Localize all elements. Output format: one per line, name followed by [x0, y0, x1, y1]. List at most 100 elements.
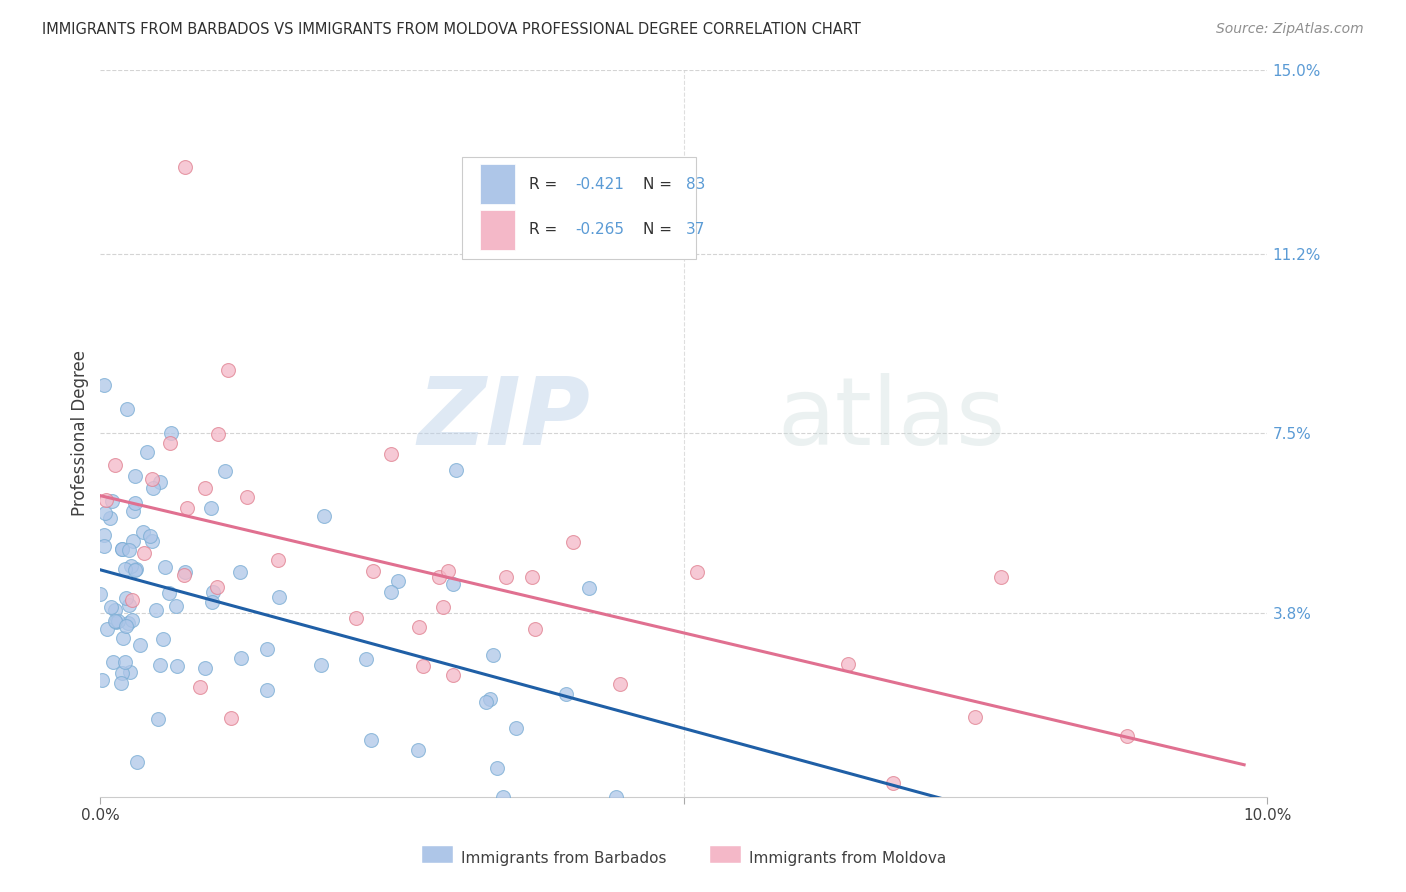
Point	[132, 524, 155, 539]
Point	[605, 789, 627, 804]
Point	[115, 591, 138, 606]
Point	[89, 587, 111, 601]
Point	[207, 426, 229, 441]
Bar	[479, 164, 515, 204]
Point	[229, 566, 252, 580]
Point	[475, 695, 498, 709]
Point	[120, 559, 142, 574]
Point	[387, 574, 409, 588]
Text: Immigrants from Moldova: Immigrants from Moldova	[749, 851, 946, 865]
Point	[104, 614, 127, 628]
Point	[110, 541, 132, 556]
Point	[485, 761, 508, 775]
Point	[314, 508, 336, 523]
Point	[114, 562, 136, 576]
Point	[344, 610, 367, 624]
Point	[111, 542, 134, 557]
Point	[127, 755, 149, 769]
Point	[441, 668, 464, 682]
Point	[176, 500, 198, 515]
Point	[121, 504, 143, 518]
Text: 83: 83	[686, 177, 706, 192]
Point	[90, 673, 112, 687]
Point	[141, 533, 163, 548]
Point	[201, 595, 224, 609]
Point	[965, 710, 987, 724]
Point	[686, 566, 709, 580]
Point	[174, 565, 197, 579]
Point	[142, 481, 165, 495]
Point	[201, 585, 224, 599]
Point	[93, 528, 115, 542]
Text: R =: R =	[529, 177, 562, 192]
Point	[882, 776, 904, 790]
Point	[609, 677, 631, 691]
Point	[94, 506, 117, 520]
Point	[121, 592, 143, 607]
Point	[1116, 729, 1139, 743]
Point	[214, 463, 236, 477]
Point	[166, 658, 188, 673]
Point	[380, 447, 402, 461]
Point	[159, 435, 181, 450]
Point	[139, 529, 162, 543]
Point	[173, 567, 195, 582]
Point	[229, 651, 252, 665]
Point	[110, 676, 132, 690]
Point	[427, 570, 450, 584]
Point	[100, 493, 122, 508]
Point	[990, 570, 1012, 584]
Point	[118, 665, 141, 679]
Text: ZIP: ZIP	[418, 373, 591, 465]
Text: R =: R =	[529, 222, 562, 237]
Point	[495, 570, 517, 584]
Point	[837, 657, 859, 672]
Point	[478, 692, 501, 706]
Point	[153, 560, 176, 574]
Bar	[479, 210, 515, 250]
Point	[118, 543, 141, 558]
Text: IMMIGRANTS FROM BARBADOS VS IMMIGRANTS FROM MOLDOVA PROFESSIONAL DEGREE CORRELAT: IMMIGRANTS FROM BARBADOS VS IMMIGRANTS F…	[42, 22, 860, 37]
Point	[124, 469, 146, 483]
Point	[111, 631, 134, 645]
Text: -0.265: -0.265	[575, 222, 624, 237]
Point	[117, 402, 139, 417]
Point	[145, 602, 167, 616]
Point	[157, 586, 180, 600]
Point	[523, 623, 546, 637]
Point	[121, 613, 143, 627]
Point	[136, 444, 159, 458]
Point	[96, 622, 118, 636]
Text: -0.421: -0.421	[575, 177, 624, 192]
Point	[105, 615, 128, 630]
Point	[354, 652, 377, 666]
Point	[117, 615, 139, 630]
Point	[256, 682, 278, 697]
Point	[104, 458, 127, 472]
Point	[256, 641, 278, 656]
Point	[363, 564, 385, 578]
Text: 37: 37	[686, 222, 706, 237]
Point	[160, 426, 183, 441]
Point	[146, 712, 169, 726]
Point	[100, 599, 122, 614]
Point	[309, 658, 332, 673]
Point	[129, 638, 152, 652]
Point	[432, 600, 454, 615]
Point	[93, 540, 115, 554]
Point	[149, 475, 172, 490]
Text: Source: ZipAtlas.com: Source: ZipAtlas.com	[1216, 22, 1364, 37]
Point	[408, 742, 430, 756]
Point	[124, 496, 146, 510]
Point	[194, 661, 217, 675]
Point	[437, 564, 460, 578]
Point	[412, 658, 434, 673]
Point	[505, 721, 527, 735]
Point	[111, 665, 134, 680]
Point	[555, 687, 578, 701]
Point	[380, 584, 402, 599]
Point	[125, 562, 148, 576]
Point	[124, 563, 146, 577]
Point	[578, 581, 600, 595]
Point	[173, 160, 195, 174]
